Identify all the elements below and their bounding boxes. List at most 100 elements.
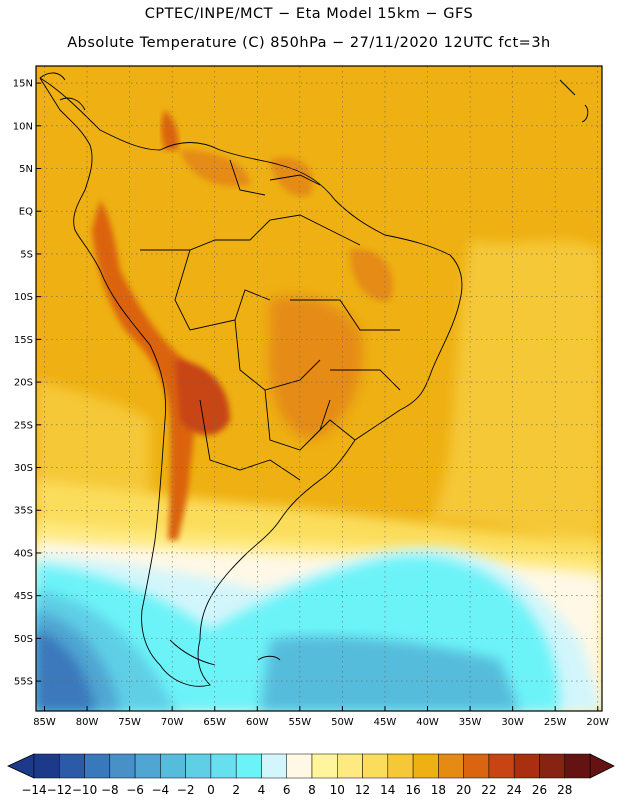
colorbar-swatch xyxy=(513,753,540,779)
colorbar-label: 20 xyxy=(456,783,471,797)
lat-tick-label: 50S xyxy=(14,634,33,645)
lat-tick-label: 10N xyxy=(13,121,33,132)
map-frame xyxy=(35,65,603,712)
coastlines xyxy=(39,72,589,687)
colorbar-under-arrow xyxy=(7,753,35,779)
field-atlantic-mild xyxy=(430,240,602,560)
colorbar-swatch xyxy=(210,753,237,779)
border-guianas xyxy=(269,174,321,186)
colorbar-label: −8 xyxy=(101,783,119,797)
colorbar-label: 14 xyxy=(380,783,395,797)
colorbar-label: 24 xyxy=(507,783,522,797)
lat-tick-label: 35S xyxy=(14,506,33,517)
field-band-0 xyxy=(260,636,520,711)
colorbar-label: 2 xyxy=(232,783,240,797)
field-altiplano-hottest xyxy=(175,360,230,435)
lon-tick-label: 70W xyxy=(161,717,184,728)
south-america-coast xyxy=(39,77,463,687)
colorbar-swatch xyxy=(311,753,338,779)
border-venezuela xyxy=(229,159,266,196)
colorbar-swatch xyxy=(463,753,490,779)
colorbar-label: 26 xyxy=(532,783,547,797)
colorbar-over-arrow xyxy=(589,753,615,779)
colorbar-swatch xyxy=(134,753,161,779)
colorbar-swatch xyxy=(109,753,136,779)
lat-tick-label: 10S xyxy=(14,292,33,303)
border-argentina-north xyxy=(199,399,301,481)
lat-tick-label: 5S xyxy=(20,249,33,260)
lon-tick-label: 75W xyxy=(118,717,141,728)
lon-tick-label: 35W xyxy=(459,717,482,728)
border-brazil-states-3 xyxy=(309,419,356,441)
lon-tick-label: 55W xyxy=(289,717,312,728)
colorbar-label: 0 xyxy=(207,783,215,797)
colorbar-swatch xyxy=(539,753,565,779)
colorbar-swatch xyxy=(59,753,85,779)
chart-title: CPTEC/INPE/MCT − Eta Model 15km − GFS xyxy=(144,6,474,22)
lat-tick-label: EQ xyxy=(19,207,33,218)
colorbar-swatch xyxy=(185,753,212,779)
longitude-axis: 85W 80W 75W 70W 65W 60W 55W 50W 45W 40W 35W 30W 25W 2… xyxy=(33,706,609,728)
lon-tick-label: 80W xyxy=(76,717,99,728)
lat-tick-label: 15S xyxy=(14,335,33,346)
field-band-neg6 xyxy=(36,630,95,711)
colorbar-label: −2 xyxy=(177,783,195,797)
colorbar-label: 12 xyxy=(355,783,370,797)
colorbar-swatch xyxy=(261,753,287,779)
colorbar-label: −10 xyxy=(72,783,97,797)
border-paraguay-brazil xyxy=(264,389,331,451)
colorbar-swatch xyxy=(286,753,313,779)
colorbar-label: 4 xyxy=(258,783,266,797)
chart-subtitle: Absolute Temperature (C) 850hPa − 27/11/… xyxy=(67,35,551,51)
coast-central-america xyxy=(39,72,86,111)
border-brazil-states-2 xyxy=(330,369,401,391)
lon-tick-label: 60W xyxy=(246,717,269,728)
colorbar-label: 10 xyxy=(330,783,345,797)
colorbar-label: 6 xyxy=(283,783,291,797)
colorbar-label: 18 xyxy=(431,783,446,797)
lon-tick-label: 30W xyxy=(501,717,524,728)
colorbar-label: −6 xyxy=(126,783,144,797)
colorbar-swatch xyxy=(412,753,439,779)
colorbar-swatch xyxy=(362,753,389,779)
border-amazon xyxy=(140,214,361,251)
colorbar-label: −4 xyxy=(152,783,170,797)
colorbar-label: −12 xyxy=(47,783,72,797)
lon-tick-label: 50W xyxy=(331,717,354,728)
colorbar-swatch xyxy=(564,753,591,779)
lat-tick-label: 40S xyxy=(14,548,33,559)
lat-tick-label: 25S xyxy=(14,420,33,431)
colorbar-label: 16 xyxy=(405,783,420,797)
latitude-axis: 15N 10N 5N EQ 5S 10S 15S 20S 25S 30S 35S 40S 45S 50S 5… xyxy=(13,79,41,688)
lon-tick-label: 85W xyxy=(33,717,56,728)
colorbar-swatch xyxy=(337,753,363,779)
field-andes-hot xyxy=(92,200,195,540)
colorbar-label: −14 xyxy=(21,783,46,797)
lat-tick-label: 55S xyxy=(14,677,33,688)
colorbar-label: 22 xyxy=(481,783,496,797)
border-peru-bolivia xyxy=(174,249,271,331)
lat-tick-label: 45S xyxy=(14,591,33,602)
lat-tick-label: 5N xyxy=(19,164,33,175)
colorbar-swatch xyxy=(235,753,262,779)
temperature-field xyxy=(36,66,602,711)
lon-tick-label: 20W xyxy=(586,717,609,728)
lon-tick-label: 65W xyxy=(203,717,226,728)
lon-tick-label: 45W xyxy=(374,717,397,728)
border-brazil-states-1 xyxy=(290,299,400,331)
lat-tick-label: 20S xyxy=(14,378,33,389)
colorbar: −14 −12 −10 −8 −6 −4 −2 0 2 4 6 8 10 12 14 16 18 20 22 24 26… xyxy=(7,753,615,797)
field-venezuela-hot xyxy=(180,150,250,187)
colorbar-swatch xyxy=(84,753,111,779)
colorbar-label: 8 xyxy=(308,783,316,797)
lon-tick-label: 25W xyxy=(544,717,567,728)
coast-caribbean-islands xyxy=(559,79,589,123)
lon-tick-label: 40W xyxy=(416,717,439,728)
colorbar-swatch xyxy=(387,753,414,779)
colorbar-swatch xyxy=(488,753,515,779)
colorbar-swatch xyxy=(438,753,464,779)
field-colombia-hot xyxy=(161,110,179,150)
coast-tierra-del-fuego xyxy=(169,639,281,666)
lat-tick-label: 30S xyxy=(14,463,33,474)
